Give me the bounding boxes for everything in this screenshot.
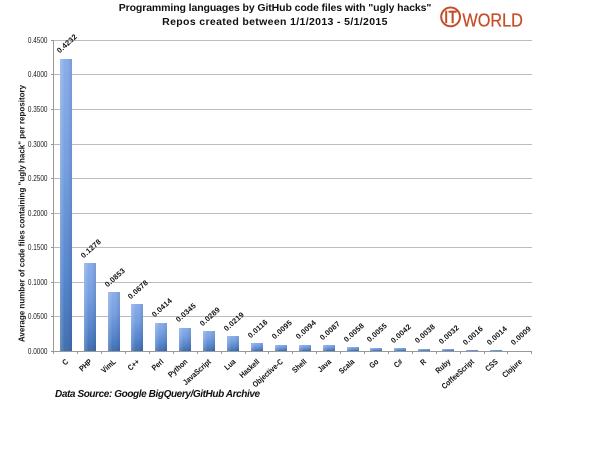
svg-text:WORLD: WORLD <box>462 10 523 31</box>
